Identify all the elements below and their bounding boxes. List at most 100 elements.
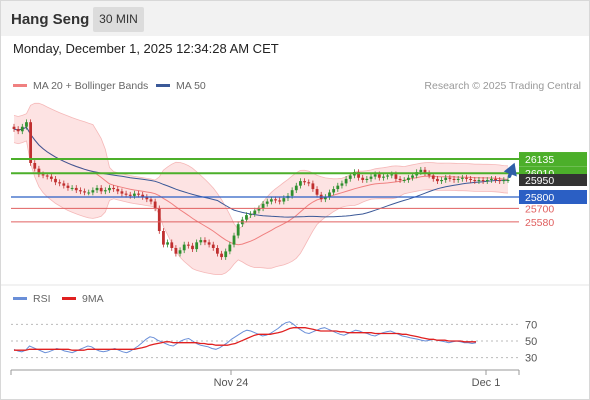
legend-rsi: RSI [13,293,51,305]
candle-body [452,178,456,180]
candle-body [220,253,223,258]
legend-9ma-label: 9MA [82,293,104,305]
candle-body [153,201,157,209]
level-label-25800: 25800 [525,192,554,204]
legend-ma50: MA 50 [156,80,206,92]
candle-body [33,163,37,169]
candle-body [87,192,91,194]
candle-body [431,175,435,179]
candle-body [406,177,410,180]
candle-body [502,180,506,182]
candle-body [166,242,169,245]
candle-body [377,174,381,178]
level-label-25700: 25700 [525,203,554,215]
candle-body [157,208,161,231]
candle-body [29,122,33,163]
candle-body [108,187,111,191]
candle-body [348,175,352,179]
candle-body [311,183,315,190]
candle-body [216,248,219,254]
candle-body [228,244,232,252]
candle-body [79,190,82,192]
candle-body [149,199,153,202]
candle-body [95,187,99,191]
timeframe-badge[interactable]: 30 MIN [93,7,144,32]
candle-body [103,190,107,192]
level-badge-25800 [519,190,587,204]
candle-body [70,187,74,189]
candle-body [265,201,269,204]
x-tick-label-0: Nov 24 [214,377,249,389]
candle-body [236,224,240,236]
legend-ma20-bb: MA 20 + Bollinger Bands [13,80,148,92]
candle-body [257,208,261,211]
candle-body [195,242,199,250]
legend-ma20-label: MA 20 + Bollinger Bands [33,80,149,92]
candle-body [49,176,53,179]
candle-body [436,178,439,182]
candle-body [332,189,336,193]
ma50-line [13,126,508,218]
candle-body [469,178,473,180]
candle-body [41,174,45,176]
forecast-arrow-head [503,162,517,177]
candle-body [386,175,390,177]
candle-body [336,185,340,190]
candle-body [419,169,423,173]
candle-body [373,174,377,177]
candle-body [45,175,49,177]
rsi-axis-label-70: 70 [525,319,537,331]
candle-body [344,178,348,184]
candle-body [116,189,120,192]
candle-body [402,180,406,181]
candle-body [174,248,178,254]
candle-body [489,178,493,180]
x-tick-label-1: Dec 1 [472,377,501,389]
bollinger-band-area [14,103,508,275]
candle-body [245,215,248,220]
candle-body [20,126,24,132]
candle-body [382,176,385,178]
candle-body [303,181,306,183]
candle-body [290,190,294,196]
candle-body [137,193,140,195]
chart-header: Hang Seng 30 MIN [1,1,589,36]
candle-body [211,244,215,248]
candle-body [62,183,66,186]
rsi-axis-label-50: 50 [525,336,537,348]
candle-body [369,176,373,179]
candle-body [224,251,228,258]
ma50-swatch [156,83,170,87]
candle-body [365,178,369,180]
candle-body [74,187,78,191]
candle-body [456,178,460,180]
rsi-line [13,321,477,354]
candle-body [145,197,149,200]
candle-body [465,177,468,179]
candle-body [25,122,28,127]
candle-body [269,199,273,202]
ma20-swatch [13,83,27,87]
legend-ma50-label: MA 50 [176,80,206,92]
candle-body [182,244,186,251]
candle-body [315,189,319,195]
candle-body [460,177,464,179]
candle-body [274,199,277,201]
candle-body [186,244,190,246]
candle-body [141,194,145,197]
candle-body [328,192,331,197]
candle-body [132,193,136,196]
candle-body [12,126,16,129]
candle-body [178,250,182,254]
symbol-title: Hang Seng [11,11,90,28]
candle-body [253,210,257,214]
candle-body [473,180,477,182]
candle-body [58,182,62,184]
candle-body [91,190,95,193]
candle-body [485,180,489,182]
candle-body [494,178,497,180]
candle-body [398,178,402,180]
candle-body [423,169,427,174]
candle-body [427,173,431,176]
watermark: Research © 2025 Trading Central [424,80,581,92]
